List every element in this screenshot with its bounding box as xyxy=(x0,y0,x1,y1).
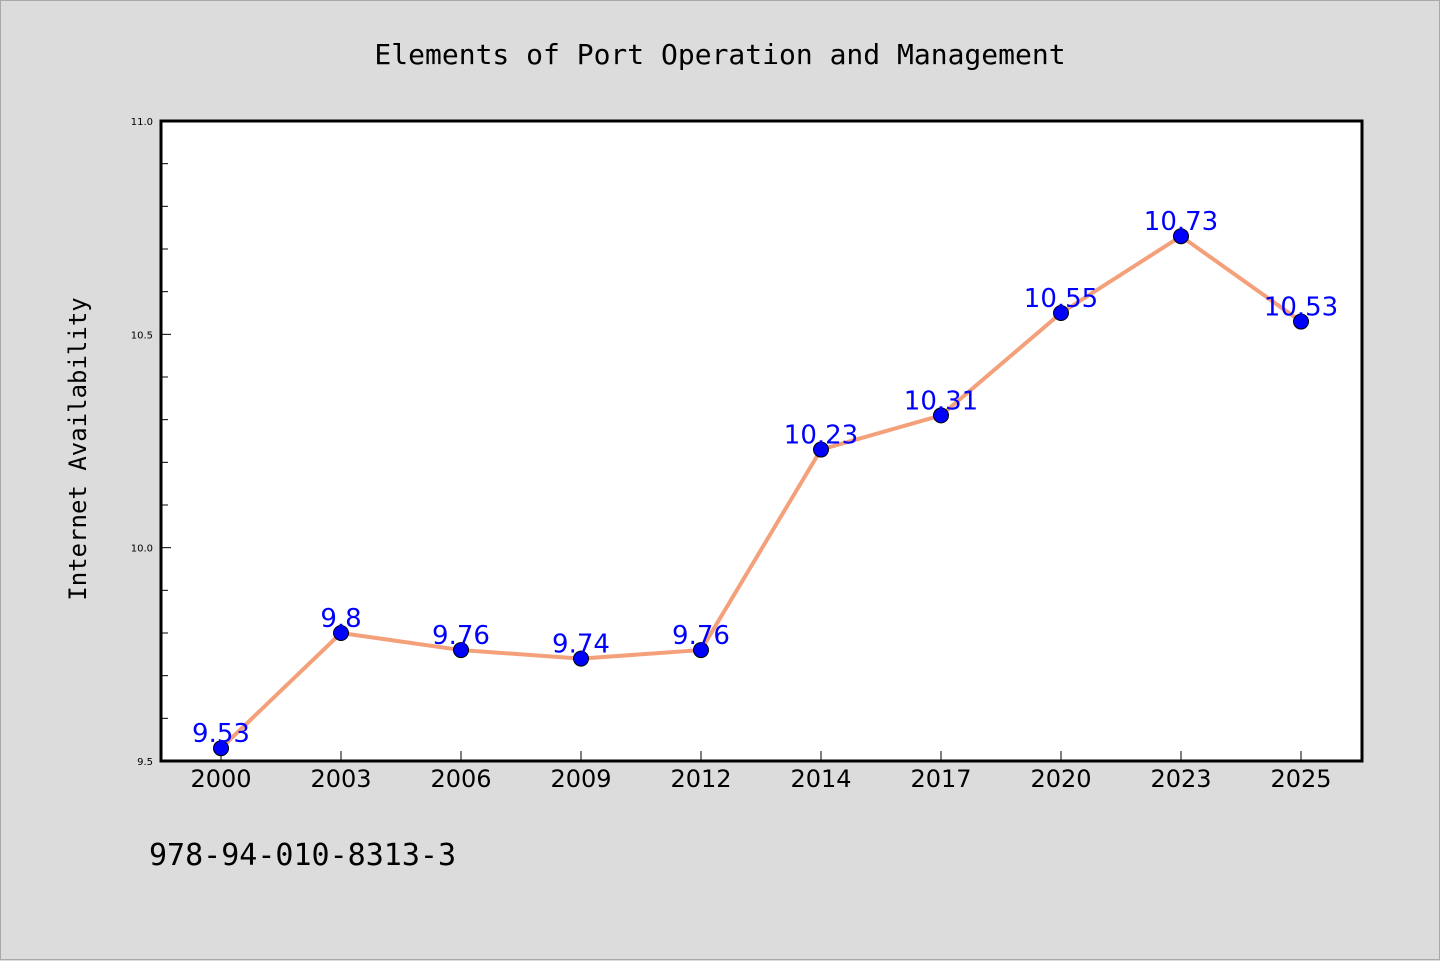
plot-frame xyxy=(159,119,1364,763)
x-tick-label: 2014 xyxy=(790,765,851,793)
data-point xyxy=(813,441,829,458)
x-tick-label: 2020 xyxy=(1030,765,1091,793)
series-line xyxy=(219,234,1303,751)
data-label: 10.23 xyxy=(784,421,858,451)
data-label: 10.73 xyxy=(1144,207,1218,237)
x-tick-label: 2009 xyxy=(550,765,611,793)
y-axis-label: Internet Availability xyxy=(64,297,92,600)
x-tick-label: 2006 xyxy=(430,765,491,793)
data-point xyxy=(333,625,349,641)
data-point xyxy=(933,407,949,424)
data-point xyxy=(1173,228,1189,245)
x-tick-label: 2017 xyxy=(910,765,971,793)
x-tick-label: 2000 xyxy=(190,765,251,793)
x-tick-label: 2023 xyxy=(1150,765,1211,793)
data-label: 9.74 xyxy=(552,630,610,660)
data-point xyxy=(693,642,709,659)
footer-isbn: 978-94-010-8313-3 xyxy=(149,838,456,873)
data-label: 9.8 xyxy=(320,604,361,634)
y-tick-label: 9.5 xyxy=(137,757,153,768)
data-point xyxy=(213,740,229,757)
data-label: 10.55 xyxy=(1024,284,1098,314)
y-tick-label: 10.0 xyxy=(131,544,153,555)
data-label: 10.31 xyxy=(904,386,978,416)
x-axis: 2000 2003 2006 2009 2012 2014 2017 2020 2023 2025 xyxy=(190,751,1332,793)
data-label: 9.53 xyxy=(192,719,250,749)
data-point xyxy=(1053,305,1069,321)
x-tick-label: 2025 xyxy=(1270,765,1331,793)
x-tick-label: 2003 xyxy=(310,765,371,793)
y-tick-label: 11.0 xyxy=(131,117,153,128)
series-layer xyxy=(213,228,1309,757)
data-point xyxy=(573,650,589,667)
data-point xyxy=(1293,313,1309,330)
chart-title: Elements of Port Operation and Managemen… xyxy=(374,38,1065,71)
data-label: 9.76 xyxy=(432,621,490,651)
y-tick-label: 10.5 xyxy=(131,330,153,341)
data-labels: 9.53 9.8 9.76 9.74 9.76 10.23 10.31 10.55 10.73 1… xyxy=(192,207,1338,749)
plot-area xyxy=(161,121,1362,761)
data-point xyxy=(453,642,469,659)
data-label: 10.53 xyxy=(1264,293,1338,323)
x-tick-label: 2012 xyxy=(670,765,731,793)
data-label: 9.76 xyxy=(672,621,730,651)
